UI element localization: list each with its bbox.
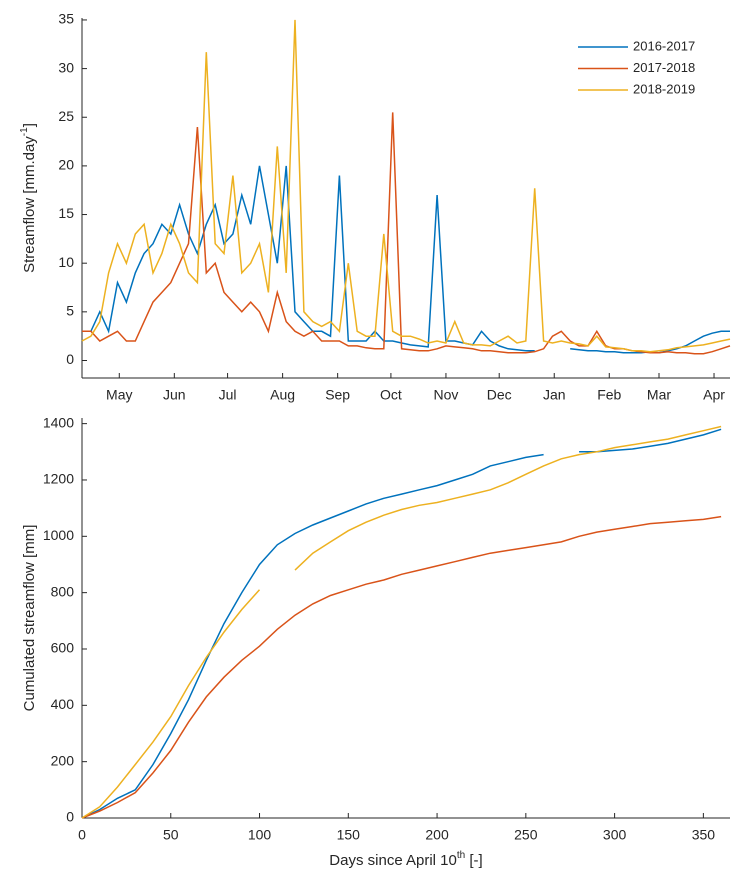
y-tick-label: 200 <box>51 752 75 768</box>
x-tick-label: 0 <box>78 827 86 843</box>
series-line <box>81 19 731 353</box>
y-tick-label: 15 <box>58 205 74 221</box>
x-tick-label: Apr <box>703 387 725 403</box>
series-line <box>82 165 730 354</box>
y-axis-title-text: Streamflow [mm.day <box>21 136 38 273</box>
series-line <box>81 428 722 819</box>
x-axis-title: Days since April 10th [-] <box>329 850 482 869</box>
y-tick-label: 10 <box>58 254 74 270</box>
x-tick-label: Dec <box>487 387 512 403</box>
x-tick-label: 200 <box>425 827 449 843</box>
legend-label: 2018-2019 <box>633 81 695 96</box>
y-tick-label: 400 <box>51 696 75 712</box>
x-tick-label: 150 <box>337 827 361 843</box>
y-tick-label: 1000 <box>43 527 74 543</box>
x-tick-label: Oct <box>380 387 402 403</box>
y-tick-label: 35 <box>58 11 74 27</box>
legend-label: 2017-2018 <box>633 60 695 75</box>
x-tick-label: May <box>106 387 132 403</box>
y-tick-label: 1200 <box>43 471 74 487</box>
x-tick-label: Sep <box>325 387 350 403</box>
y-axis-title-text: Cumulated streamflow [mm] <box>21 525 38 712</box>
x-tick-label: 250 <box>514 827 538 843</box>
x-tick-label: Aug <box>270 387 295 403</box>
y-tick-label: 5 <box>66 303 74 319</box>
legend-label: 2016-2017 <box>633 38 695 53</box>
y-axis-title-sup: -1 <box>19 127 30 136</box>
y-tick-label: 0 <box>66 351 74 367</box>
y-tick-label: 0 <box>66 809 74 825</box>
x-tick-label: 100 <box>248 827 272 843</box>
y-tick-label: 20 <box>58 157 74 173</box>
x-tick-label: Jul <box>219 387 237 403</box>
x-axis-title-suffix: [-] <box>465 852 483 869</box>
series-line <box>81 515 722 819</box>
y-tick-label: 1400 <box>43 414 74 430</box>
y-tick-label: 600 <box>51 640 75 656</box>
y-tick-label: 30 <box>58 59 74 75</box>
x-tick-label: Mar <box>647 387 671 403</box>
x-tick-label: 350 <box>692 827 716 843</box>
y-axis-title: Streamflow [mm.day-1] <box>19 123 38 273</box>
y-tick-label: 800 <box>51 583 75 599</box>
x-tick-label: Feb <box>597 387 621 403</box>
y-tick-label: 25 <box>58 108 74 124</box>
y-axis-title: Cumulated streamflow [mm] <box>21 525 38 712</box>
x-axis-title-sup: th <box>457 850 465 861</box>
x-tick-label: Jun <box>163 387 186 403</box>
y-axis-title-suffix: ] <box>21 123 38 127</box>
x-tick-label: 300 <box>603 827 627 843</box>
x-axis-title-text: Days since April 10 <box>329 852 457 869</box>
series-line <box>81 425 722 819</box>
x-tick-label: Nov <box>433 387 458 403</box>
x-tick-label: 50 <box>163 827 179 843</box>
x-tick-label: Jan <box>543 387 566 403</box>
series-line <box>82 112 731 355</box>
